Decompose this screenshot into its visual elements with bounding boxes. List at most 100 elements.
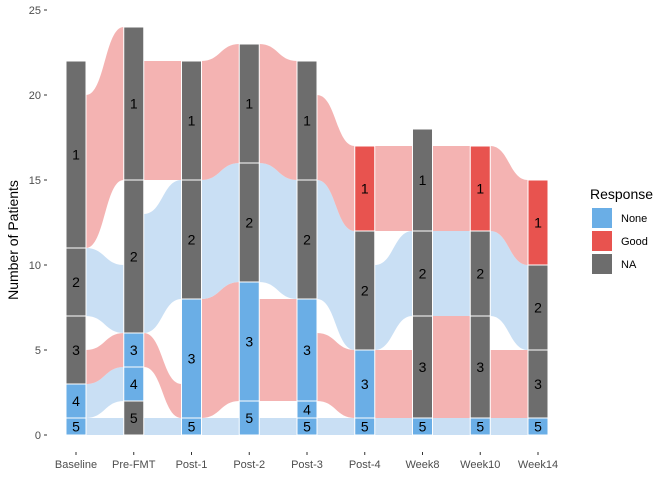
flow-Post-3-to-Post-4-stratum-1 bbox=[317, 95, 355, 231]
x-tick-label-Week8: Week8 bbox=[405, 459, 439, 471]
x-tick-label-Post-1: Post-1 bbox=[176, 459, 208, 471]
flow-Post-4-to-Week8-stratum-5 bbox=[374, 418, 413, 435]
flow-Post-3-to-Post-4-stratum-2 bbox=[317, 180, 355, 350]
stratum-label-Pre-FMT-2: 2 bbox=[130, 249, 138, 265]
stratum-label-Baseline-4: 4 bbox=[72, 393, 80, 409]
x-tick-label-Baseline: Baseline bbox=[55, 459, 97, 471]
y-tick-label-20: 20 bbox=[29, 90, 41, 102]
flow-Week10-to-Week14-stratum-2 bbox=[490, 231, 528, 350]
flow-Post-1-to-Post-2-stratum-1 bbox=[201, 44, 240, 180]
flow-Pre-FMT-to-Post-1-stratum-3 bbox=[143, 333, 182, 418]
stratum-label-Week10-1: 1 bbox=[476, 181, 484, 197]
stratum-label-Post-3-2: 2 bbox=[303, 232, 311, 248]
stratum-Week8-1 bbox=[412, 128, 433, 232]
x-axis: Baseline Pre-FMT Post-1 Post-2 Post-3 Post-4 W… bbox=[55, 452, 558, 471]
flow-Post-2-to-Post-3-stratum-1 bbox=[259, 44, 297, 180]
x-tick-label-Post-2: Post-2 bbox=[233, 459, 265, 471]
stratum-Baseline-1 bbox=[65, 60, 87, 249]
legend-swatch-none bbox=[592, 208, 612, 228]
flow-layer bbox=[86, 27, 528, 435]
flow-Week8-to-Week10-stratum-2 bbox=[432, 231, 471, 316]
stratum-label-Post-1-1: 1 bbox=[188, 113, 196, 129]
stratum-label-Pre-FMT-3: 3 bbox=[130, 342, 138, 358]
stratum-Post-1-1 bbox=[181, 60, 202, 181]
flow-Baseline-to-Pre-FMT-stratum-5 bbox=[86, 418, 124, 435]
flow-Week10-to-Week14-stratum-5 bbox=[490, 418, 528, 435]
stratum-label-Baseline-3: 3 bbox=[72, 342, 80, 358]
flow-Post-4-to-Week8-stratum-1 bbox=[374, 146, 413, 231]
stratum-label-Week8-3: 3 bbox=[419, 359, 427, 375]
stratum-Week10-1 bbox=[469, 145, 491, 232]
stratum-label-Week8-2: 2 bbox=[419, 266, 427, 282]
flow-Pre-FMT-to-Post-1-stratum-2 bbox=[143, 180, 182, 333]
flow-Baseline-to-Pre-FMT-stratum-3 bbox=[86, 333, 124, 384]
flow-Post-2-to-Post-3-stratum-3 bbox=[259, 299, 297, 401]
stratum-label-Week8-1: 1 bbox=[419, 172, 427, 188]
stratum-label-Post-2-5: 5 bbox=[245, 410, 253, 426]
y-axis: 0 5 10 15 20 25 bbox=[29, 5, 47, 442]
y-tick-label-25: 25 bbox=[29, 5, 41, 17]
flow-Post-4-to-Week8-stratum-2 bbox=[374, 231, 413, 350]
flow-Baseline-to-Pre-FMT-stratum-2 bbox=[86, 248, 124, 333]
stratum-label-Baseline-5: 5 bbox=[72, 419, 80, 435]
stratum-label-Post-4-1: 1 bbox=[361, 181, 369, 197]
legend-label-none: None bbox=[621, 213, 647, 225]
stratum-label-Post-3-3: 3 bbox=[303, 342, 311, 358]
stratum-label-Post-2-2: 2 bbox=[245, 215, 253, 231]
stratum-label-Post-1-3: 3 bbox=[188, 351, 196, 367]
stratum-label-Pre-FMT-5: 5 bbox=[130, 410, 138, 426]
stratum-label-Baseline-2: 2 bbox=[72, 274, 80, 290]
legend-title: Response bbox=[590, 186, 653, 202]
stratum-label-Baseline-1: 1 bbox=[72, 147, 80, 163]
flow-Week8-to-Week10-stratum-3 bbox=[432, 316, 471, 418]
legend-swatch-good bbox=[592, 231, 612, 251]
x-tick-label-Week14: Week14 bbox=[518, 459, 558, 471]
stratum-Post-3-1 bbox=[296, 60, 318, 181]
flow-Baseline-to-Pre-FMT-stratum-1 bbox=[86, 27, 124, 248]
x-tick-label-Pre-FMT: Pre-FMT bbox=[112, 459, 156, 471]
legend-label-na: NA bbox=[621, 259, 637, 271]
stratum-label-Post-2-1: 1 bbox=[245, 96, 253, 112]
stratum-Post-4-1 bbox=[354, 145, 376, 232]
stratum-label-Pre-FMT-4: 4 bbox=[130, 376, 138, 392]
stratum-Post-2-1 bbox=[238, 43, 260, 164]
stratum-label-Week10-3: 3 bbox=[476, 359, 484, 375]
flow-Post-1-to-Post-2-stratum-5 bbox=[201, 418, 240, 435]
flow-Post-4-to-Week8-stratum-3 bbox=[374, 350, 413, 418]
stratum-label-Post-4-2: 2 bbox=[361, 283, 369, 299]
stratum-label-Week14-1: 1 bbox=[534, 215, 542, 231]
stratum-label-Week14-3: 3 bbox=[534, 376, 542, 392]
flow-Week8-to-Week10-stratum-1 bbox=[432, 146, 471, 231]
flow-Post-2-to-Post-3-stratum-5 bbox=[259, 418, 297, 435]
stratum-label-Week10-2: 2 bbox=[476, 266, 484, 282]
flow-Post-3-to-Post-4-stratum-5 bbox=[317, 418, 355, 435]
flow-Pre-FMT-to-Post-1-stratum-1 bbox=[143, 61, 182, 180]
y-tick-label-15: 15 bbox=[29, 175, 41, 187]
stratum-label-Week14-5: 5 bbox=[534, 419, 542, 435]
stratum-label-Post-1-2: 2 bbox=[188, 232, 196, 248]
stratum-label-Post-3-1: 1 bbox=[303, 113, 311, 129]
flow-Week10-to-Week14-stratum-1 bbox=[490, 146, 528, 265]
flow-Pre-FMT-to-Post-1-stratum-5 bbox=[143, 418, 182, 435]
flow-Week10-to-Week14-stratum-3 bbox=[490, 350, 528, 418]
stratum-label-Pre-FMT-1: 1 bbox=[130, 96, 138, 112]
y-tick-label-5: 5 bbox=[35, 345, 41, 357]
stratum-label-Post-3-4: 4 bbox=[303, 402, 311, 418]
stratum-label-Post-4-5: 5 bbox=[361, 419, 369, 435]
x-tick-label-Post-3: Post-3 bbox=[291, 459, 323, 471]
x-tick-label-Post-4: Post-4 bbox=[349, 459, 381, 471]
flow-Post-3-to-Post-4-stratum-3 bbox=[317, 333, 355, 418]
flow-Week8-to-Week10-stratum-5 bbox=[432, 418, 471, 435]
flow-Post-2-to-Post-3-stratum-2 bbox=[259, 163, 297, 299]
flow-Post-1-to-Post-2-stratum-3 bbox=[201, 282, 240, 418]
flow-Post-1-to-Post-2-stratum-2 bbox=[201, 163, 240, 299]
stratum-label-Post-1-5: 5 bbox=[188, 419, 196, 435]
stratum-Pre-FMT-1 bbox=[123, 26, 145, 181]
stratum-Week14-1 bbox=[527, 179, 549, 266]
y-tick-label-10: 10 bbox=[29, 260, 41, 272]
stratum-label-Post-4-3: 3 bbox=[361, 376, 369, 392]
stratum-label-Post-3-5: 5 bbox=[303, 419, 311, 435]
flow-Baseline-to-Pre-FMT-stratum-4 bbox=[86, 367, 124, 418]
